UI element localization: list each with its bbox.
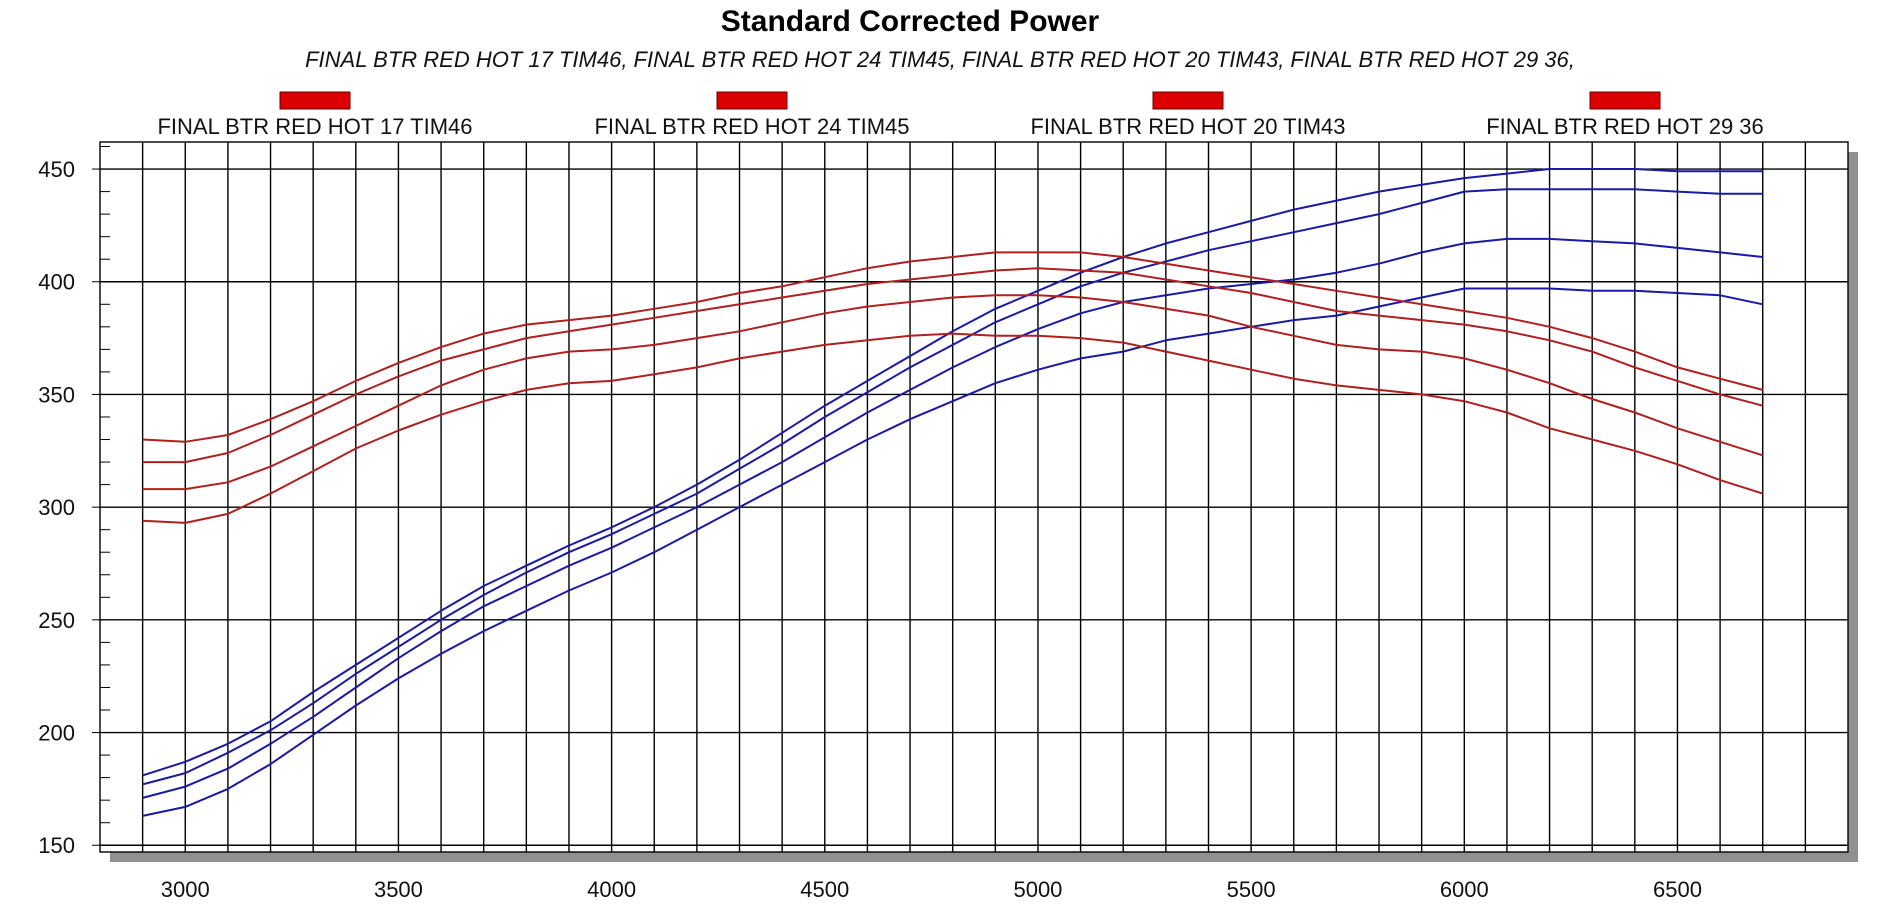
series-line-1 [142,168,1763,777]
legend-label: FINAL BTR RED HOT 17 TIM46 [157,114,472,139]
legend-label: FINAL BTR RED HOT 29 36 [1486,114,1764,139]
series-line-8 [142,332,1764,524]
series-line-3 [142,237,1763,799]
x-tick-label: 3500 [374,877,423,902]
plot-area [99,141,1849,853]
series-line-4 [142,287,1763,817]
legend-swatch [716,91,788,110]
grid-group [100,142,1848,852]
tick-label-group: 3000 3500 4000 4500 5000 5500 6000 6500 150 200 25… [38,157,1702,902]
series-line-7 [142,294,1764,491]
series-group [142,168,1764,817]
legend-swatch [1152,91,1224,110]
series-line-5 [142,251,1763,443]
y-tick-label: 150 [38,833,75,858]
chart-subtitle: FINAL BTR RED HOT 17 TIM46, FINAL BTR RE… [305,47,1575,72]
y-tick-label: 300 [38,495,75,520]
y-tick-label: 450 [38,157,75,182]
x-tick-label: 3000 [161,877,210,902]
x-tick-label: 4500 [800,877,849,902]
legend-label: FINAL BTR RED HOT 24 TIM45 [594,114,909,139]
x-tick-label: 4000 [587,877,636,902]
series-line-6 [142,267,1763,464]
chart-title: Standard Corrected Power [721,5,1100,38]
minor-tick-group [92,146,110,846]
y-tick-label: 250 [38,608,75,633]
x-tick-label: 6000 [1440,877,1489,902]
y-tick-label: 400 [38,270,75,295]
x-tick-label: 5000 [1013,877,1062,902]
series-line-2 [142,188,1763,786]
legend-swatch [279,91,351,110]
x-tick-label: 6500 [1653,877,1702,902]
legend-label: FINAL BTR RED HOT 20 TIM43 [1030,114,1345,139]
x-tick-label: 5500 [1227,877,1276,902]
legend-swatch [1589,91,1661,110]
y-tick-label: 200 [38,721,75,746]
y-tick-label: 350 [38,382,75,407]
legend: FINAL BTR RED HOT 17 TIM46 FINAL BTR RED … [157,91,1764,139]
